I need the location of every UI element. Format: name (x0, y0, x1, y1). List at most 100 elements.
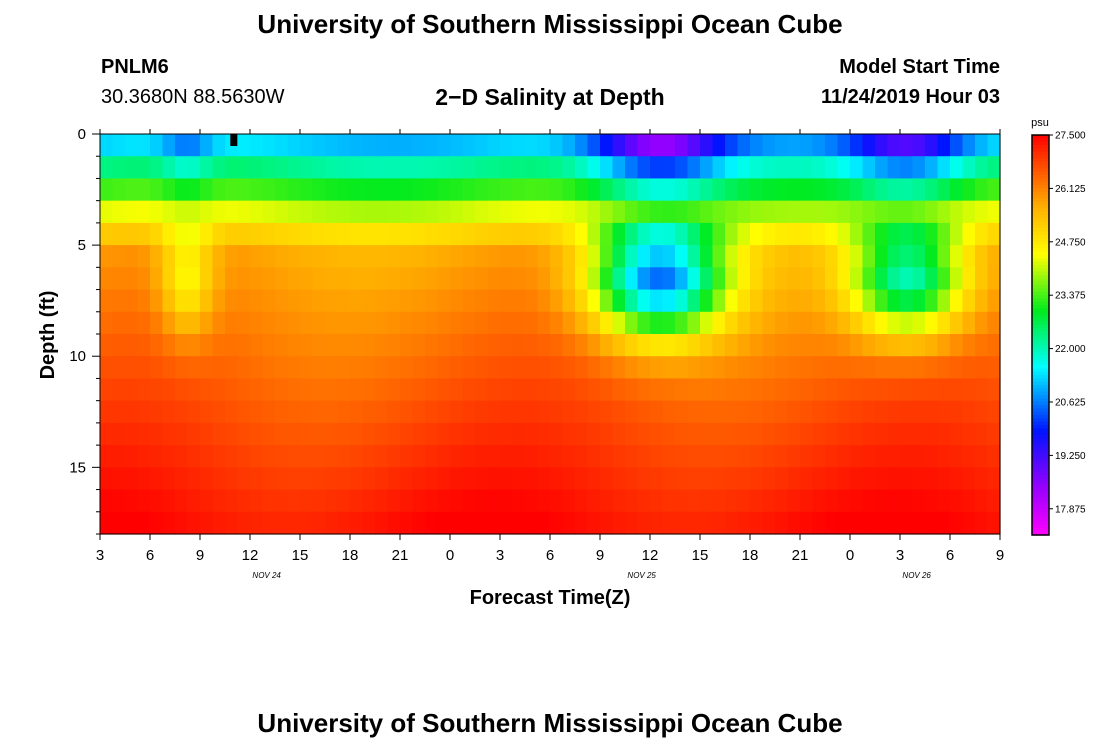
heatmap-cell (612, 378, 626, 402)
heatmap-cell (775, 378, 789, 402)
heatmap-cell (387, 200, 401, 224)
heatmap-cell (150, 489, 164, 513)
heatmap-cell (525, 134, 539, 157)
heatmap-cell (462, 200, 476, 224)
heatmap-cell (375, 422, 389, 446)
heatmap-cell (475, 467, 489, 491)
heatmap-cell (887, 178, 901, 202)
heatmap-cell (800, 400, 814, 424)
y-tick-label: 5 (78, 237, 86, 254)
heatmap-cell (850, 334, 864, 357)
heatmap-cell (175, 511, 189, 535)
heatmap-cell (250, 356, 264, 380)
colorbar-swatch (1032, 145, 1049, 149)
heatmap-cell (675, 156, 689, 180)
heatmap-cell (287, 422, 301, 446)
colorbar-swatch (1032, 215, 1049, 219)
heatmap-cell (350, 489, 364, 513)
heatmap-cell (462, 289, 476, 313)
heatmap-cell (537, 245, 551, 268)
heatmap-cell (175, 267, 189, 291)
heatmap-cell (737, 267, 751, 291)
heatmap-cell (725, 445, 739, 468)
heatmap-cell (437, 445, 451, 468)
heatmap-cell (787, 445, 801, 468)
heatmap-cell (112, 467, 126, 491)
heatmap-cell (387, 467, 401, 491)
heatmap-cell (787, 267, 801, 291)
heatmap-cell (600, 178, 614, 202)
heatmap-cell (475, 378, 489, 402)
heatmap-cell (875, 356, 889, 380)
heatmap-cell (512, 356, 526, 380)
heatmap-cell (412, 134, 426, 157)
heatmap-cell (162, 156, 176, 180)
heatmap-cell (962, 467, 976, 491)
heatmap-cell (225, 178, 239, 202)
colorbar-swatch (1032, 365, 1049, 369)
heatmap-cell (475, 222, 489, 246)
heatmap-cell (262, 334, 276, 357)
heatmap-cell (737, 378, 751, 402)
heatmap-cell (325, 245, 339, 268)
heatmap-cell (225, 400, 239, 424)
heatmap-cell (250, 267, 264, 291)
heatmap-cell (525, 356, 539, 380)
heatmap-cell (425, 267, 439, 291)
heatmap-cell (312, 200, 326, 224)
heatmap-cell (337, 467, 351, 491)
heatmap-cell (662, 334, 676, 357)
x-tick-label: 9 (996, 547, 1004, 564)
heatmap-cell (950, 156, 964, 180)
heatmap-cell (925, 222, 939, 246)
heatmap-cell (687, 467, 701, 491)
heatmap-cell (737, 222, 751, 246)
heatmap-cell (137, 378, 151, 402)
heatmap-cell (950, 200, 964, 224)
heatmap-cell (962, 511, 976, 535)
heatmap-cell (150, 222, 164, 246)
heatmap-cell (937, 467, 951, 491)
heatmap-cell (600, 245, 614, 268)
heatmap-cell (587, 245, 601, 268)
heatmap-cell (612, 311, 626, 335)
heatmap-cell (187, 378, 201, 402)
heatmap-cell (650, 400, 664, 424)
heatmap-cell (800, 267, 814, 291)
heatmap-cell (325, 289, 339, 313)
heatmap-cell (737, 356, 751, 380)
heatmap-cell (712, 445, 726, 468)
x-tick-label: 0 (446, 547, 454, 564)
heatmap-cell (725, 378, 739, 402)
heatmap-cell (700, 245, 714, 268)
heatmap-cell (437, 289, 451, 313)
heatmap-cell (500, 178, 514, 202)
heatmap-cell (325, 156, 339, 180)
heatmap-cell (562, 134, 576, 157)
heatmap-cell (812, 267, 826, 291)
heatmap-cell (100, 511, 114, 535)
heatmap-cell (987, 356, 1001, 380)
heatmap-cell (175, 289, 189, 313)
heatmap-cell (762, 422, 776, 446)
heatmap-cell (687, 511, 701, 535)
heatmap-cell (662, 400, 676, 424)
heatmap-cell (212, 200, 226, 224)
heatmap-cell (337, 356, 351, 380)
heatmap-cell (425, 378, 439, 402)
heatmap-cell (362, 334, 376, 357)
heatmap-cell (162, 267, 176, 291)
heatmap-cell (962, 267, 976, 291)
heatmap-cell (362, 311, 376, 335)
heatmap-cell (925, 200, 939, 224)
colorbar-swatch (1032, 348, 1049, 353)
heatmap-cell (762, 267, 776, 291)
heatmap-cell (862, 356, 876, 380)
heatmap-cell (825, 289, 839, 313)
heatmap-cell (875, 178, 889, 202)
heatmap-cell (487, 289, 501, 313)
heatmap-cell (412, 445, 426, 468)
colorbar-swatch (1032, 451, 1049, 456)
colorbar-swatch (1032, 295, 1049, 299)
heatmap-cell (237, 489, 251, 513)
